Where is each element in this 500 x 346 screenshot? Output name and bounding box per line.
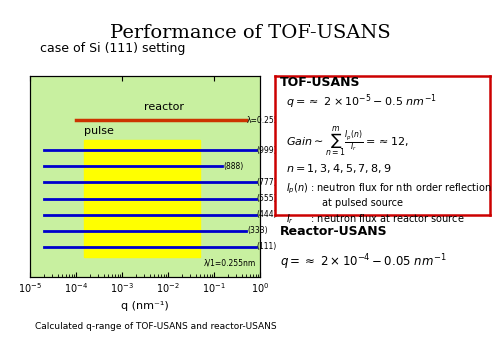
Text: $\mathit{Gain} \sim \sum_{n=1}^{m} \frac{I_p(n)}{I_r} =\approx 12,$: $\mathit{Gain} \sim \sum_{n=1}^{m} \frac… — [286, 125, 408, 159]
Text: (444): (444) — [256, 210, 277, 219]
Text: (888): (888) — [223, 162, 244, 171]
Text: (333): (333) — [247, 226, 268, 235]
Text: reactor: reactor — [144, 102, 184, 112]
Text: Reactor-USANS: Reactor-USANS — [280, 225, 388, 238]
Text: (111): (111) — [256, 242, 277, 251]
Text: Calculated q-range of TOF-USANS and reactor-USANS: Calculated q-range of TOF-USANS and reac… — [35, 322, 276, 331]
Text: case of Si (111) setting: case of Si (111) setting — [40, 42, 186, 55]
Text: $I_r$      : neutron flux at reactor source: $I_r$ : neutron flux at reactor source — [286, 212, 465, 226]
Text: (777): (777) — [256, 178, 277, 187]
Text: $I_p(n)$ : neutron flux for nth order reflection: $I_p(n)$ : neutron flux for nth order re… — [286, 181, 492, 196]
Bar — [84, 140, 200, 257]
Text: TOF-USANS: TOF-USANS — [280, 76, 360, 89]
Text: $q =\approx\ 2\times10^{-5} - 0.5\ nm^{-1}$: $q =\approx\ 2\times10^{-5} - 0.5\ nm^{-… — [286, 93, 436, 111]
Text: $n = 1,3,4,5,7,8,9$: $n = 1,3,4,5,7,8,9$ — [286, 162, 392, 175]
X-axis label: q (nm⁻¹): q (nm⁻¹) — [121, 301, 169, 311]
Text: at pulsed source: at pulsed source — [322, 198, 404, 208]
Text: (999): (999) — [256, 146, 277, 155]
Text: pulse: pulse — [84, 126, 114, 136]
Text: $q =\approx\ 2\times10^{-4} - 0.05\ nm^{-1}$: $q =\approx\ 2\times10^{-4} - 0.05\ nm^{… — [280, 253, 447, 272]
Text: Performance of TOF-USANS: Performance of TOF-USANS — [110, 24, 390, 42]
Text: λ/1=0.255nm: λ/1=0.255nm — [204, 258, 256, 267]
Text: (555): (555) — [256, 194, 277, 203]
Text: λ=0.255nm: λ=0.255nm — [247, 116, 292, 125]
